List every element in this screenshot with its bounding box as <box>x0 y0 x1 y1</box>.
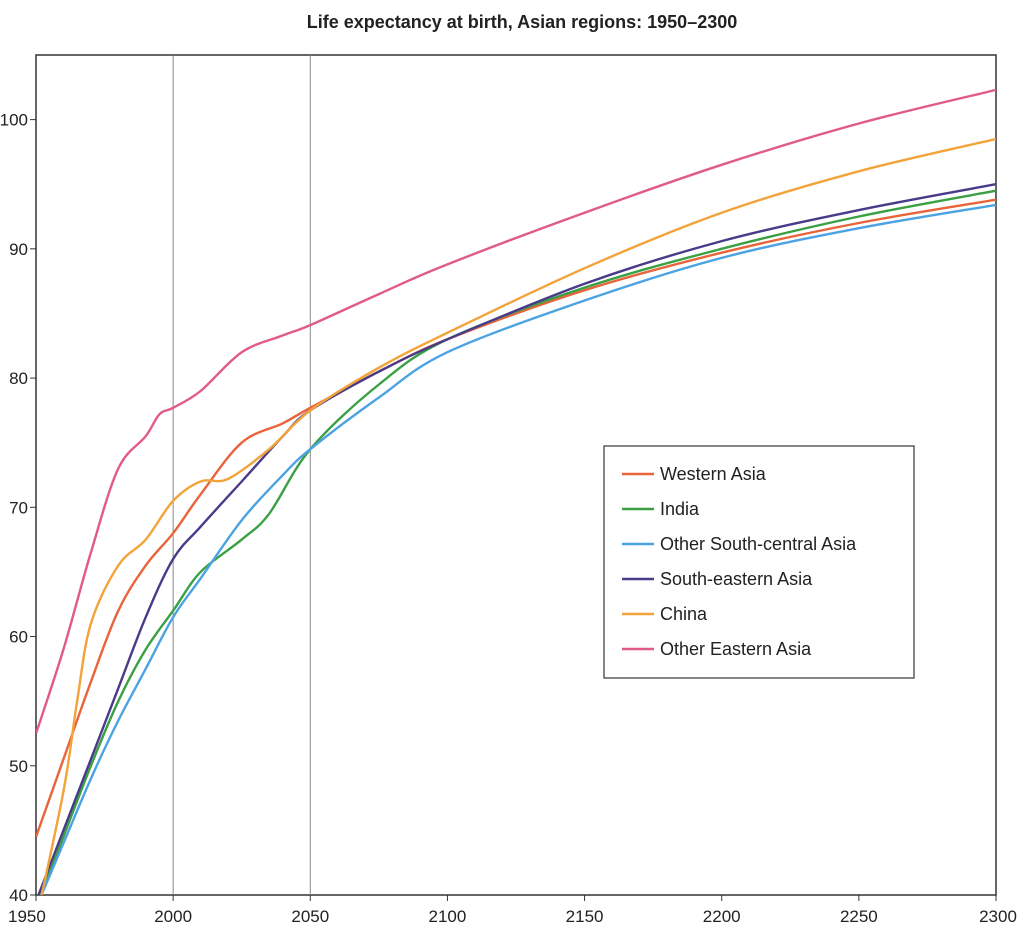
y-tick-label: 80 <box>9 369 28 388</box>
legend-label-western-asia: Western Asia <box>660 464 767 484</box>
x-tick-label: 2300 <box>979 907 1017 926</box>
series-line-india <box>39 189 996 895</box>
x-tick-label: 2250 <box>840 907 878 926</box>
x-tick-label: 2200 <box>703 907 741 926</box>
x-tick-label: 2000 <box>154 907 192 926</box>
x-tick-label: 2100 <box>429 907 467 926</box>
legend-label-china: China <box>660 604 708 624</box>
x-tick-label: 2150 <box>566 907 604 926</box>
plot-area-border <box>35 54 997 896</box>
legend-label-other-south-central-asia: Other South-central Asia <box>660 534 857 554</box>
series-line-western-asia <box>36 198 996 838</box>
y-tick-label: 90 <box>9 240 28 259</box>
series-line-other-south-central-asia <box>40 203 996 895</box>
series-line-china <box>40 137 996 895</box>
series-line-other-eastern-asia <box>36 88 996 734</box>
legend-label-india: India <box>660 499 700 519</box>
x-tick-label: 2050 <box>291 907 329 926</box>
legend-box <box>603 445 915 679</box>
y-tick-label: 60 <box>9 628 28 647</box>
legend-label-other-eastern-asia: Other Eastern Asia <box>660 639 812 659</box>
y-tick-label: 50 <box>9 757 28 776</box>
y-tick-label: 100 <box>0 111 28 130</box>
y-tick-label: 40 <box>9 886 28 905</box>
legend: Western Asia India Other South-central Asi… <box>603 445 915 679</box>
y-tick-label: 70 <box>9 498 28 517</box>
legend-label-south-eastern-asia: South-eastern Asia <box>660 569 813 589</box>
chart-title: Life expectancy at birth, Asian regions:… <box>306 12 738 32</box>
x-tick-label: 1950 <box>8 907 46 926</box>
